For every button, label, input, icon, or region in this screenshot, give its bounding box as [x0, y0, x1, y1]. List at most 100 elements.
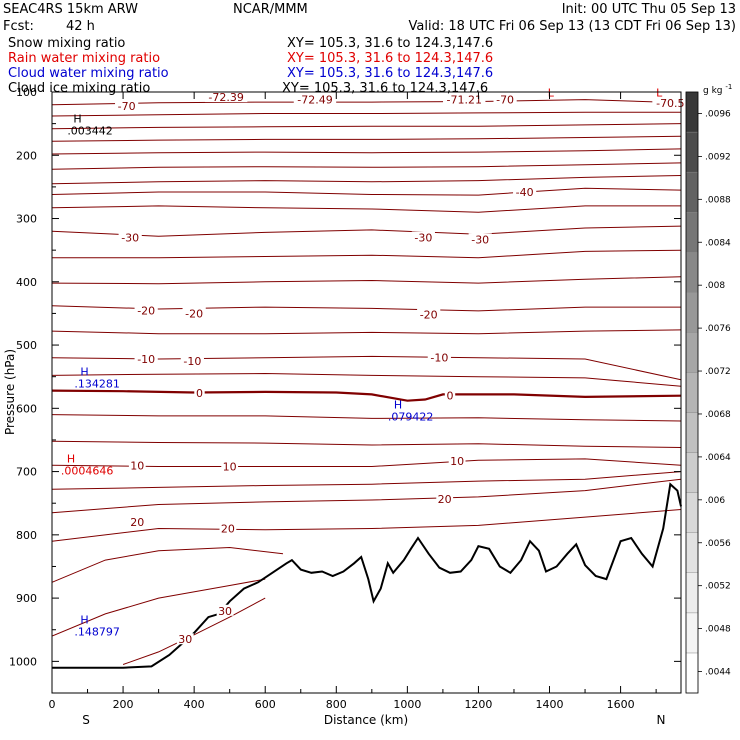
x-axis-title: Distance (km)	[324, 713, 408, 727]
contour-label: -20	[185, 307, 203, 320]
extremum-marker: H	[80, 613, 88, 626]
isotherm-line	[51, 175, 682, 185]
colorbar-swatch	[685, 372, 699, 413]
field-xy-cloud-water: XY= 105.3, 31.6 to 124.3,147.6	[287, 66, 494, 81]
colorbar-tick-label: .0048	[705, 625, 731, 635]
extremum-marker: H	[394, 398, 402, 411]
contour-label-bg	[128, 459, 146, 471]
contour-label: 30	[178, 633, 192, 646]
extremum-marker: L	[548, 86, 555, 99]
colorbar-swatch	[685, 131, 699, 173]
x-tick-label: 1600	[607, 698, 635, 711]
colorbar-unit-base: g kg	[703, 86, 723, 96]
contour-label-bg	[448, 454, 466, 466]
extremum-marker: H	[73, 112, 81, 125]
isotherm-line	[51, 478, 682, 514]
colorbar-swatch	[685, 572, 699, 614]
contour-label-bg	[444, 389, 456, 401]
colorbar-swatch	[685, 91, 699, 133]
isotherm-line	[51, 148, 682, 155]
contour-label-bg	[182, 307, 206, 319]
colorbar-tick-label: .0068	[705, 410, 731, 420]
isotherm-line	[51, 187, 682, 196]
isotherm-group	[51, 99, 682, 665]
contour-label-bg	[513, 185, 537, 197]
colorbar-tick-label: .0052	[705, 582, 731, 592]
contour-label: 30	[218, 605, 232, 618]
isotherm-line	[51, 135, 682, 142]
contour-label: -10	[430, 352, 448, 365]
isotherm-line	[51, 372, 682, 387]
colorbar-tick-label: .0096	[705, 109, 731, 119]
contour-label: -72.49	[297, 94, 332, 107]
contour-label: 0	[447, 390, 454, 403]
colorbar-unit-exponent: -1	[725, 83, 732, 91]
isotherm-line	[51, 99, 682, 106]
y-tick-label: 300	[16, 213, 37, 226]
contour-label-bg	[221, 460, 239, 472]
colorbar-tick-label: .0076	[705, 324, 731, 334]
isotherm-line	[52, 249, 682, 259]
contour-label: -70.5	[656, 97, 684, 110]
colorbar-swatch	[685, 332, 699, 373]
field-name-cloud-water: Cloud water mixing ratio	[8, 66, 169, 81]
colorbar-swatch	[685, 252, 699, 293]
init-time: Init: 00 UTC Thu 05 Sep 13	[561, 2, 736, 17]
freezing-level-line	[51, 389, 682, 402]
valid-time: Valid: 18 UTC Fri 06 Sep 13 (13 CDT Fri …	[408, 19, 736, 34]
x-tick-label: 1000	[393, 698, 421, 711]
colorbar-swatch	[685, 412, 699, 453]
south-endpoint-label: S	[82, 713, 90, 727]
isotherm-line	[51, 509, 682, 542]
colorbar-swatch	[685, 612, 699, 654]
field-name-rain: Rain water mixing ratio	[8, 51, 161, 66]
y-tick-label: 200	[16, 149, 37, 162]
contour-label-bg	[417, 308, 441, 320]
contour-label-bg	[128, 516, 146, 528]
colorbar-tick-label: .0056	[705, 539, 731, 549]
contour-label: -10	[183, 355, 201, 368]
colorbar-tick-label: .0088	[705, 195, 731, 205]
fcst-label: Fcst:	[3, 19, 34, 34]
y-tick-label: 800	[16, 529, 37, 542]
isotherm-line	[122, 597, 266, 665]
extremum-value: .0004646	[61, 465, 114, 478]
contour-label: 20	[221, 523, 235, 536]
isotherm-line	[51, 440, 682, 448]
center-label: NCAR/MMM	[233, 2, 308, 17]
x-tick-label: 1400	[536, 698, 564, 711]
contour-label-bg	[436, 492, 454, 504]
extremum-value: .003442	[67, 124, 113, 137]
terrain-group	[52, 482, 682, 669]
colorbar-tick-label: .0064	[705, 453, 731, 463]
contour-label-bg	[443, 93, 486, 105]
isotherm-line	[51, 414, 682, 422]
y-tick-label: 400	[16, 276, 37, 289]
contour-label-bg	[134, 304, 158, 316]
colorbar-frame	[685, 91, 699, 694]
contour-label: -71.21	[446, 94, 481, 107]
colorbar-swatch	[685, 492, 699, 533]
contour-label: -70	[118, 100, 136, 113]
contour-label-bg	[194, 387, 205, 399]
extremum-marker: H	[67, 453, 75, 466]
isotherm-line	[51, 162, 682, 170]
y-tick-label: 700	[16, 466, 37, 479]
contour-label: -70	[496, 94, 514, 107]
colorbar-swatch	[685, 532, 699, 574]
colorbar-tick-label: .006	[705, 496, 725, 506]
contour-label-group: -72.39 -72.49 -71.21 -70 -70 -70.5 -40 -30 -30 -3…	[115, 91, 689, 646]
x-tick-label: 800	[326, 698, 347, 711]
extremum-value: .134281	[74, 377, 120, 390]
colorbar-tick-label: .008	[705, 281, 725, 291]
field-xy-rain: XY= 105.3, 31.6 to 124.3,147.6	[287, 51, 494, 66]
model-title: SEAC4RS 15km ARW	[3, 2, 139, 17]
contour-label-bg	[219, 522, 237, 534]
contour-label-bg	[652, 96, 689, 108]
colorbar-tick-label: .0044	[705, 668, 731, 678]
isotherm-line	[51, 578, 266, 637]
isotherm-line	[51, 276, 682, 285]
x-tick-label: 200	[113, 698, 134, 711]
